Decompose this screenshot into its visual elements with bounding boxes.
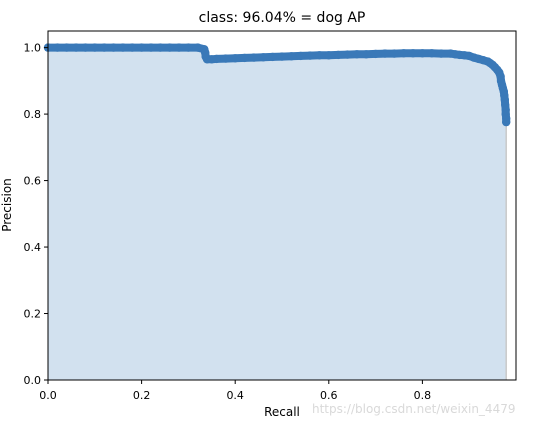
data-point (128, 43, 137, 52)
y-axis-label: Precision (0, 178, 14, 232)
data-point (380, 49, 390, 58)
data-point (371, 49, 380, 59)
data-point (231, 54, 240, 63)
chart-title: class: 96.04% = dog AP (199, 10, 366, 26)
y-axis-ticks: 0.0 0.2 0.4 0.6 0.8 1.0 (24, 42, 48, 387)
x-tick-label: 0.8 (414, 389, 432, 402)
data-point (268, 52, 277, 62)
data-point (71, 43, 81, 52)
data-point (343, 50, 352, 59)
data-point (427, 49, 436, 58)
data-point (277, 52, 287, 61)
data-point (184, 43, 193, 52)
data-point (118, 43, 128, 52)
data-point (193, 43, 202, 52)
y-tick-label: 0.2 (24, 308, 42, 321)
data-point (399, 49, 408, 58)
data-point (165, 43, 174, 52)
data-point (137, 43, 146, 52)
y-tick-label: 1.0 (24, 42, 42, 55)
data-point (240, 53, 249, 63)
x-axis-ticks: 0.0 0.2 0.4 0.6 0.8 (39, 380, 431, 402)
data-point (212, 54, 221, 64)
data-point (259, 53, 268, 62)
data-point (305, 51, 315, 60)
data-point (390, 49, 399, 58)
data-point (352, 50, 362, 59)
data-point (81, 43, 90, 52)
data-point (249, 53, 259, 62)
x-tick-label: 0.6 (320, 389, 338, 402)
y-tick-label: 0.8 (24, 108, 42, 121)
y-tick-label: 0.4 (24, 241, 42, 254)
data-point (296, 51, 305, 61)
data-point (156, 43, 165, 52)
data-point (62, 43, 71, 52)
data-point (408, 49, 418, 58)
data-point (221, 54, 230, 63)
x-tick-label: 0.2 (133, 389, 151, 402)
data-point (334, 50, 343, 60)
data-point (324, 51, 333, 60)
x-tick-label: 0.4 (226, 389, 244, 402)
data-points-layer (43, 43, 511, 127)
area-fill-layer (48, 47, 507, 380)
data-point (53, 43, 62, 52)
data-point (315, 51, 324, 60)
data-point (362, 50, 371, 59)
data-point (146, 43, 156, 52)
data-point (100, 43, 109, 52)
data-point (436, 49, 446, 58)
x-tick-label: 0.0 (39, 389, 57, 402)
data-point (287, 52, 296, 61)
y-tick-label: 0.6 (24, 175, 42, 188)
precision-area-fill (48, 47, 507, 380)
data-point (418, 49, 427, 58)
data-point (174, 43, 184, 52)
data-point (502, 117, 511, 127)
plot-frame (47, 30, 517, 381)
y-tick-label: 0.0 (24, 374, 42, 387)
data-point (109, 43, 118, 52)
data-point (90, 43, 100, 52)
x-axis-label: Recall (264, 405, 300, 419)
